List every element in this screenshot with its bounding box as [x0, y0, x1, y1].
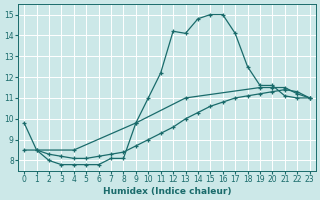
- X-axis label: Humidex (Indice chaleur): Humidex (Indice chaleur): [103, 187, 231, 196]
